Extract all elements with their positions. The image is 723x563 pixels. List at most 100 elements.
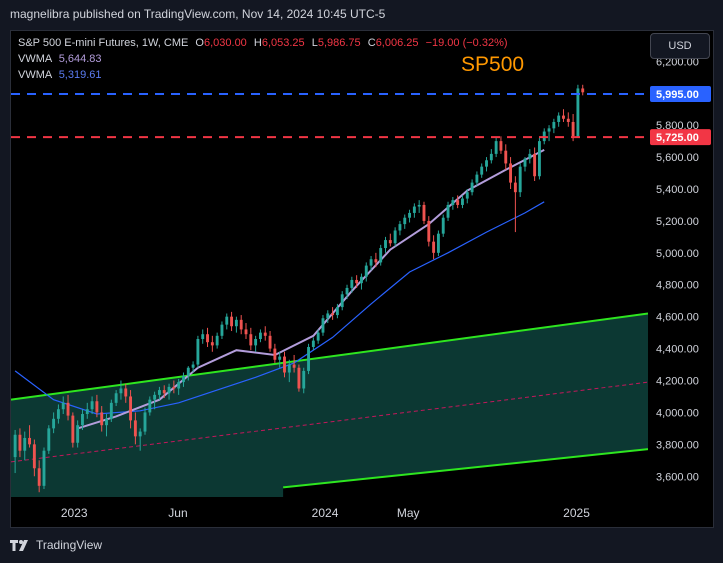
candle [254, 335, 258, 352]
high-value: 6,053.25 [261, 37, 305, 49]
candle-body [485, 160, 488, 167]
candle [398, 220, 402, 236]
y-tick-label: 5,400.00 [656, 184, 699, 196]
candle-body [369, 259, 373, 266]
candle-body [547, 128, 551, 132]
candle [316, 329, 320, 344]
level-price-tag-1 [650, 129, 711, 146]
y-tick-label: 4,200.00 [656, 376, 699, 388]
y-tick-label: 6,200.00 [656, 56, 699, 68]
candle-body [32, 444, 36, 469]
candle [432, 235, 436, 260]
candle-body [71, 415, 75, 443]
candle [109, 399, 113, 422]
candle-body [340, 294, 344, 308]
candles-layer [13, 84, 585, 493]
candle [133, 412, 137, 445]
candle-body [157, 390, 161, 395]
chart-frame[interactable]: 6,200.006,000.005,800.005,600.005,400.00… [10, 30, 714, 528]
open-value: 6,030.00 [203, 37, 247, 49]
candle-body [287, 364, 291, 373]
candle [278, 351, 282, 368]
candle [412, 203, 416, 218]
candle-body [210, 342, 214, 346]
x-tick-label: 2025 [563, 506, 590, 520]
candle-body [364, 265, 368, 277]
candle [547, 125, 551, 142]
candle-body [494, 141, 498, 154]
candle-body [451, 200, 455, 205]
candle-body [465, 192, 469, 199]
candle [513, 176, 517, 233]
candle [311, 337, 315, 351]
candle [355, 275, 359, 288]
y-tick-label: 5,600.00 [656, 152, 699, 164]
candle-body [581, 88, 585, 93]
candle-body [124, 388, 128, 397]
x-tick-label: 2023 [61, 506, 88, 520]
candle-body [95, 401, 99, 413]
candle [350, 276, 354, 293]
legend-vwma-slow[interactable]: VWMA 5,319.61 [18, 67, 508, 83]
legend-vwma-fast[interactable]: VWMA 5,644.83 [18, 51, 508, 67]
currency-button[interactable]: USD [650, 33, 710, 59]
y-tick-label: 4,000.00 [656, 407, 699, 419]
candle-body [499, 141, 503, 151]
candle-body [384, 240, 387, 249]
candle [283, 351, 286, 378]
candle-body [523, 158, 527, 167]
candle-body [90, 401, 94, 410]
candle-body [355, 279, 359, 284]
candle [297, 364, 301, 392]
candle-body [273, 348, 277, 360]
candle [95, 394, 99, 418]
x-tick-label: May [397, 506, 420, 520]
candle [138, 428, 142, 451]
candle-body [129, 396, 133, 421]
candle-body [254, 339, 258, 346]
axis-layer: 6,200.006,000.005,800.005,600.005,400.00… [11, 31, 713, 527]
candle [321, 315, 325, 336]
candle-body [133, 420, 137, 437]
candle-body [571, 121, 575, 137]
price-chart[interactable]: 6,200.006,000.005,800.005,600.005,400.00… [11, 31, 713, 527]
candle [162, 385, 166, 399]
candle-body [201, 334, 205, 340]
candle-body [196, 339, 200, 365]
candle-body [249, 334, 253, 346]
candle [287, 359, 291, 383]
vwma-slow-value: 5,319.61 [58, 69, 102, 81]
candle [461, 195, 464, 209]
candle [499, 136, 503, 154]
candle [105, 414, 108, 437]
close-value: 6,006.25 [375, 37, 419, 49]
candle-body [335, 307, 339, 316]
x-tick-label: Jun [168, 506, 187, 520]
candle [90, 396, 94, 415]
candle [340, 291, 344, 311]
publisher-note: magnelibra published on TradingView.com,… [10, 7, 386, 21]
candle-body [268, 335, 272, 349]
candle-body [470, 182, 474, 193]
candle-body [360, 276, 363, 284]
tradingview-brand[interactable]: TradingView [10, 538, 102, 552]
candle [23, 431, 27, 461]
channel-upper-line [11, 312, 649, 401]
candle [143, 407, 147, 435]
candle [451, 196, 455, 210]
candle-body [316, 332, 320, 341]
candle-body [167, 386, 171, 394]
y-tick-label: 4,800.00 [656, 280, 699, 292]
price-axis-bg [648, 31, 713, 527]
candle [76, 420, 80, 448]
candle-body [388, 240, 392, 244]
level-price-label-1: 5,725.00 [656, 132, 699, 144]
candle [32, 439, 36, 477]
candle-body [562, 115, 565, 119]
legend-symbol-row: S&P 500 E-mini Futures, 1W, CME O6,030.0… [18, 35, 508, 51]
candle [302, 367, 306, 394]
candle-body [191, 364, 195, 368]
candle [533, 147, 537, 182]
candle [191, 361, 195, 373]
candle-body [311, 340, 315, 347]
